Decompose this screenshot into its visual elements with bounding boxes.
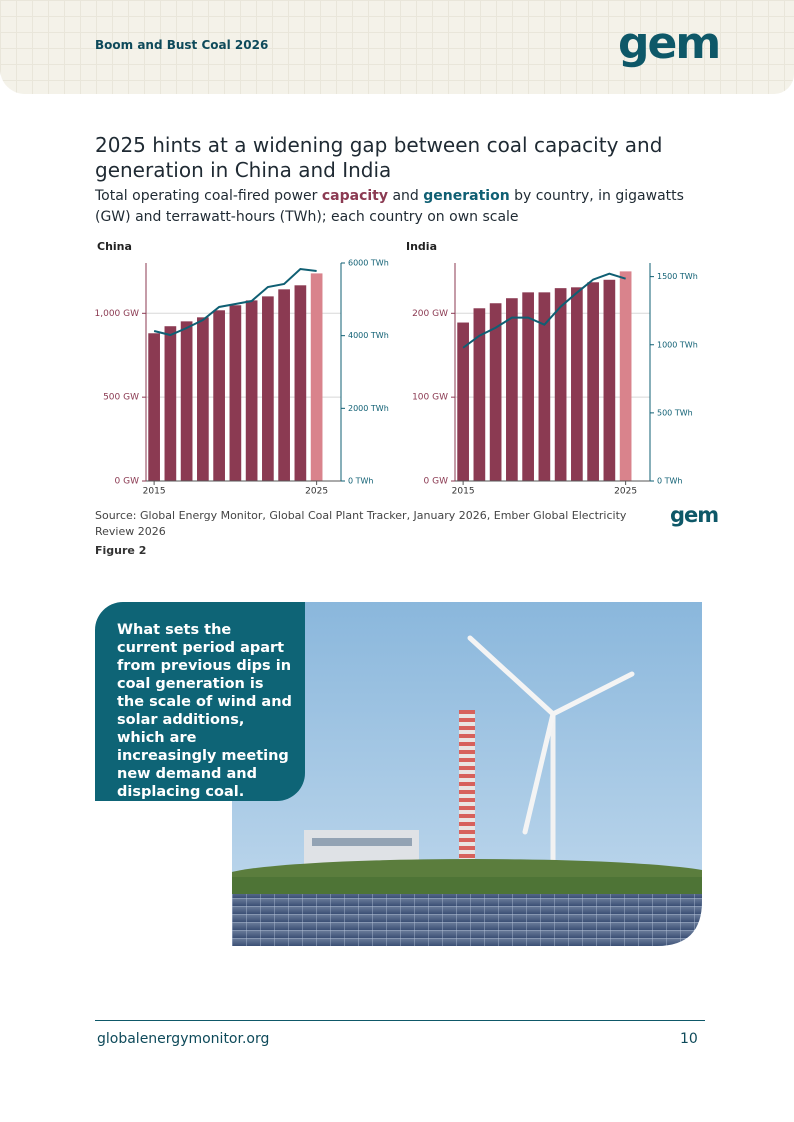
y2-tick-label: 6000 TWh (348, 259, 389, 268)
subtitle-text: Total operating coal-fired power (95, 188, 322, 204)
subtitle-generation: generation (423, 188, 510, 204)
bar (213, 310, 225, 481)
bar (148, 333, 160, 481)
source: Source: Global Energy Monitor, Global Co… (95, 509, 627, 538)
line (153, 267, 317, 337)
y2-tick-label: 1000 TWh (657, 340, 698, 349)
bar (278, 289, 290, 481)
y2-tick-label: 1500 TWh (657, 272, 698, 281)
footer-rule (95, 1020, 705, 1021)
y2-tick-label: 0 TWh (657, 477, 683, 486)
bar (180, 321, 193, 481)
subtitle-capacity: capacity (321, 188, 388, 204)
chart-title: India (406, 240, 437, 253)
chart: India 0 GW 100 GW 200 GW 0 TWh 500 TWh 1000 TW… (406, 240, 698, 497)
bar (262, 296, 274, 481)
footer-url[interactable]: globalenergymonitor.org (97, 1031, 270, 1047)
bar (587, 282, 599, 481)
header-bar (0, 0, 794, 94)
bar (473, 308, 486, 481)
logo[interactable]: gem (618, 18, 721, 69)
bar (245, 300, 258, 481)
y2-tick-label: 2000 TWh (348, 404, 389, 413)
bar (538, 292, 551, 481)
y-tick-label: 200 GW (412, 309, 448, 319)
bar (603, 279, 616, 481)
header-title: Boom and Bust Coal 2026 (95, 38, 269, 52)
y-tick-label: 0 GW (424, 477, 449, 487)
photo (232, 602, 702, 946)
bar (294, 285, 307, 481)
bar (164, 326, 177, 481)
logo: gem (670, 503, 719, 527)
line (462, 272, 626, 349)
bar (571, 287, 583, 481)
callout-box (95, 602, 305, 801)
x-tick-label: 2025 (614, 487, 637, 497)
heading: 2025 hints at a widening gap between coa… (95, 133, 663, 182)
x-tick-label: 2015 (452, 487, 475, 497)
bar (457, 322, 469, 481)
bar (489, 303, 502, 481)
figure-label: Figure 2 (95, 544, 147, 557)
subtitle-text: and (388, 188, 424, 204)
page-number: 10 (680, 1031, 698, 1047)
bar (197, 317, 209, 481)
bar (619, 271, 632, 481)
y-tick-label: 0 GW (115, 477, 140, 487)
y-tick-label: 100 GW (412, 393, 448, 403)
callout-text: What sets the current period apart from … (117, 622, 292, 800)
bar (554, 288, 567, 481)
bar (310, 273, 323, 481)
subtitle-text: by country, in gigawatts (GW) and terraw… (95, 188, 684, 225)
bar (506, 298, 518, 481)
y-tick-label: 500 GW (103, 393, 139, 403)
bar (229, 305, 242, 481)
y2-tick-label: 0 TWh (348, 477, 374, 486)
chart: China 0 GW 500 GW 1,000 GW 0 TWh 2000 TWh 4000… (95, 240, 389, 497)
y2-tick-label: 500 TWh (657, 408, 693, 417)
y-tick-label: 1,000 GW (95, 309, 140, 319)
chart-title: China (97, 240, 132, 253)
x-tick-label: 2015 (143, 487, 166, 497)
x-tick-label: 2025 (305, 487, 328, 497)
bar (522, 292, 534, 481)
y2-tick-label: 4000 TWh (348, 331, 389, 340)
subtitle: Total operating coal-fired power capacit… (95, 186, 695, 228)
